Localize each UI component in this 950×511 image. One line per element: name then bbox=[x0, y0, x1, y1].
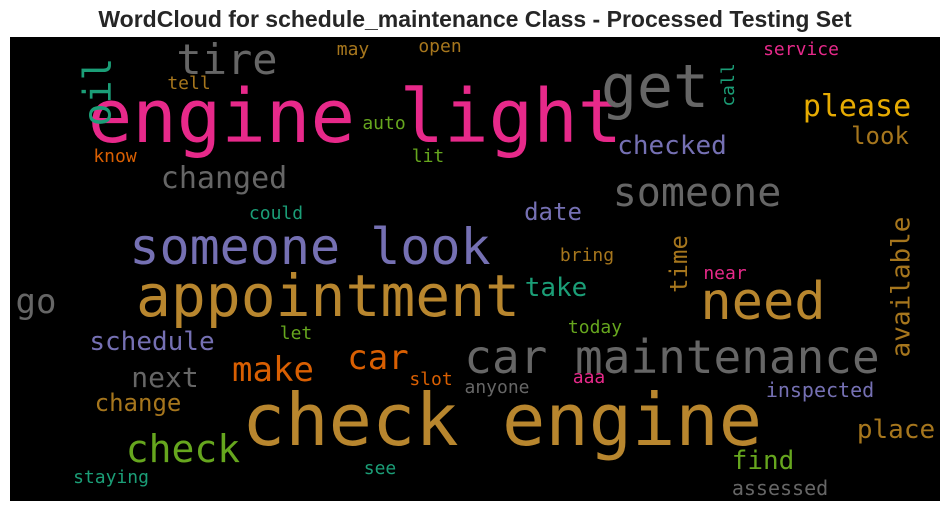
word-engine-light: engine light bbox=[88, 74, 623, 160]
word-may: may bbox=[337, 39, 370, 60]
word-staying: staying bbox=[73, 467, 149, 488]
word-auto: auto bbox=[362, 113, 405, 134]
word-go: go bbox=[16, 282, 57, 322]
word-date: date bbox=[524, 198, 582, 226]
word-look: look bbox=[851, 122, 909, 150]
word-next: next bbox=[131, 361, 198, 394]
word-appointment: appointment bbox=[136, 262, 520, 330]
word-find: find bbox=[732, 446, 795, 476]
word-make: make bbox=[232, 350, 314, 390]
word-tell: tell bbox=[167, 73, 210, 94]
word-take: take bbox=[525, 273, 588, 303]
word-know: know bbox=[93, 146, 137, 167]
word-inspected: inspected bbox=[766, 378, 874, 402]
word-see: see bbox=[364, 458, 397, 479]
word-someone-look: someone look bbox=[129, 218, 490, 276]
word-anyone: anyone bbox=[464, 377, 529, 398]
word-please: please bbox=[803, 89, 911, 124]
word-near: near bbox=[703, 263, 747, 284]
word-let: let bbox=[280, 323, 313, 344]
word-could: could bbox=[249, 203, 303, 224]
word-oil: oil bbox=[76, 58, 120, 127]
word-slot: slot bbox=[409, 369, 452, 390]
chart-title: WordCloud for schedule_maintenance Class… bbox=[98, 6, 852, 32]
word-need: need bbox=[700, 272, 825, 332]
word-available: available bbox=[887, 217, 917, 358]
word-place: place bbox=[857, 415, 935, 445]
word-assessed: assessed bbox=[732, 476, 828, 500]
word-open: open bbox=[418, 36, 461, 57]
word-check: check bbox=[126, 427, 241, 471]
word-schedule: schedule bbox=[89, 327, 214, 357]
word-car-maintenance: car maintenance bbox=[464, 330, 879, 384]
word-time: time bbox=[665, 235, 693, 293]
word-change: change bbox=[95, 389, 182, 417]
word-service: service bbox=[763, 39, 839, 60]
word-lit: lit bbox=[412, 146, 445, 167]
word-call: call bbox=[718, 63, 739, 106]
word-changed: changed bbox=[161, 161, 287, 196]
word-get: get bbox=[601, 52, 709, 122]
word-aaa: aaa bbox=[573, 367, 606, 388]
word-today: today bbox=[568, 317, 622, 338]
word-check-engine: check engine bbox=[242, 378, 762, 462]
word-bring: bring bbox=[560, 245, 614, 266]
word-someone: someone bbox=[613, 170, 782, 216]
wordcloud-background bbox=[10, 37, 940, 501]
word-tire: tire bbox=[176, 35, 277, 84]
word-checked: checked bbox=[617, 131, 727, 161]
word-car: car bbox=[347, 338, 408, 378]
